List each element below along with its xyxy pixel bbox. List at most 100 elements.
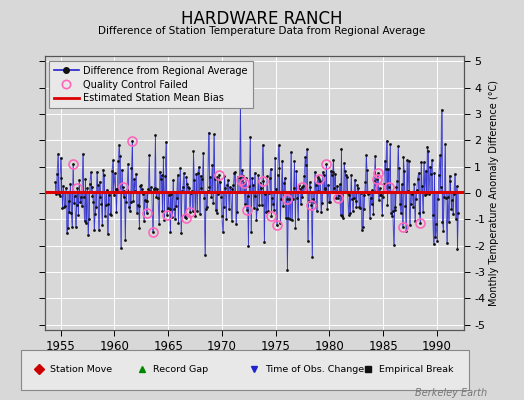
Point xyxy=(268,195,277,201)
Point xyxy=(255,202,263,208)
Point xyxy=(381,166,390,172)
Point xyxy=(176,165,184,172)
Point xyxy=(95,178,104,185)
Point xyxy=(452,216,460,222)
Point xyxy=(168,214,177,220)
Point xyxy=(302,162,310,168)
Point xyxy=(267,212,276,219)
Point xyxy=(207,194,215,200)
Point xyxy=(101,213,109,219)
Point xyxy=(97,201,105,207)
Point xyxy=(150,184,159,191)
Point xyxy=(216,179,224,186)
Point xyxy=(274,172,282,178)
Point xyxy=(390,204,399,210)
Point xyxy=(225,206,233,212)
Point xyxy=(450,191,458,198)
Point xyxy=(335,192,343,198)
Point xyxy=(364,191,372,198)
Point xyxy=(226,188,235,195)
Point xyxy=(285,196,293,202)
Point xyxy=(69,161,77,168)
Point xyxy=(161,172,169,179)
Point xyxy=(247,229,255,236)
Point xyxy=(337,145,346,152)
Point xyxy=(244,242,253,249)
Point xyxy=(280,180,288,186)
Point xyxy=(222,215,231,222)
Point xyxy=(137,182,146,188)
Point xyxy=(434,196,442,202)
Point xyxy=(246,134,254,140)
Point xyxy=(128,138,137,144)
Point xyxy=(165,192,173,198)
Point xyxy=(210,131,218,138)
Point xyxy=(241,201,249,207)
Point xyxy=(338,212,346,219)
Point xyxy=(189,208,197,214)
Point xyxy=(433,238,441,244)
Point xyxy=(122,199,130,205)
Point xyxy=(343,190,352,196)
Point xyxy=(265,190,273,196)
Point xyxy=(206,174,214,180)
Point xyxy=(366,194,375,201)
Point xyxy=(157,175,165,182)
Point xyxy=(257,185,265,191)
Point xyxy=(180,213,189,220)
Point xyxy=(178,188,186,194)
Point xyxy=(171,216,179,222)
Point xyxy=(395,164,403,171)
Point xyxy=(209,200,217,206)
Point xyxy=(447,206,455,212)
Point xyxy=(111,186,119,192)
Point xyxy=(119,194,128,200)
Point xyxy=(379,193,387,200)
Point xyxy=(73,185,82,191)
Point xyxy=(96,194,105,200)
Point xyxy=(440,194,449,200)
Point xyxy=(151,132,160,139)
Point xyxy=(311,168,319,175)
Point xyxy=(275,164,283,171)
Point xyxy=(197,185,205,192)
Point xyxy=(350,195,358,201)
Point xyxy=(322,161,331,168)
Point xyxy=(132,170,140,177)
Point xyxy=(419,209,427,215)
Point xyxy=(238,167,246,173)
Point xyxy=(386,141,395,147)
Point xyxy=(300,173,309,179)
Point xyxy=(64,198,73,204)
Point xyxy=(398,181,406,188)
Point xyxy=(400,168,409,174)
Point xyxy=(380,181,388,188)
Point xyxy=(205,184,214,190)
Point xyxy=(90,227,99,234)
Point xyxy=(373,176,381,182)
Point xyxy=(385,183,394,190)
Point xyxy=(292,168,300,174)
Text: Empirical Break: Empirical Break xyxy=(379,365,454,374)
Point xyxy=(435,152,444,158)
Point xyxy=(412,195,420,202)
Point xyxy=(340,160,348,166)
Point xyxy=(282,196,291,202)
Point xyxy=(115,142,123,148)
Point xyxy=(183,181,191,187)
Point xyxy=(145,152,154,158)
Point xyxy=(387,210,395,217)
Point xyxy=(384,166,392,172)
Point xyxy=(357,226,366,233)
Point xyxy=(369,211,377,217)
Point xyxy=(51,179,60,185)
Point xyxy=(134,203,143,209)
Point xyxy=(68,224,77,230)
Point xyxy=(129,198,137,204)
Point xyxy=(243,193,252,199)
Point xyxy=(336,212,345,219)
Point xyxy=(155,221,163,227)
Point xyxy=(451,171,459,177)
Point xyxy=(125,204,133,210)
Point xyxy=(123,186,131,193)
